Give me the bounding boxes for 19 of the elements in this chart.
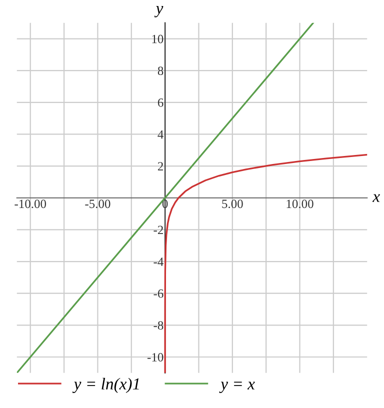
x-tick-label: 5.00	[222, 200, 243, 208]
y-tick-label: -4	[154, 258, 164, 266]
y-tick-label: 6	[158, 98, 164, 107]
x-tick-label: -10.00	[14, 200, 46, 208]
legend-label: y = ln(x)1	[72, 378, 139, 393]
x-tick-label: -5.00	[85, 200, 110, 208]
y-axis-title: y	[154, 6, 164, 18]
x-tick-label: 10.00	[286, 200, 314, 208]
y-tick-label: -10	[147, 353, 164, 362]
y-tick-label: 4	[158, 130, 164, 139]
y-tick-label: -8	[154, 321, 164, 330]
y-tick-label: -2	[154, 226, 163, 234]
x-axis-title: x	[372, 194, 380, 202]
line-series	[164, 154, 368, 373]
y-tick-label: -6	[154, 289, 164, 298]
y-tick-label: 10	[152, 34, 164, 44]
y-tick-label: 8	[158, 66, 164, 76]
legend-label: y = x	[219, 382, 255, 393]
y-tick-label: 2	[158, 162, 163, 170]
